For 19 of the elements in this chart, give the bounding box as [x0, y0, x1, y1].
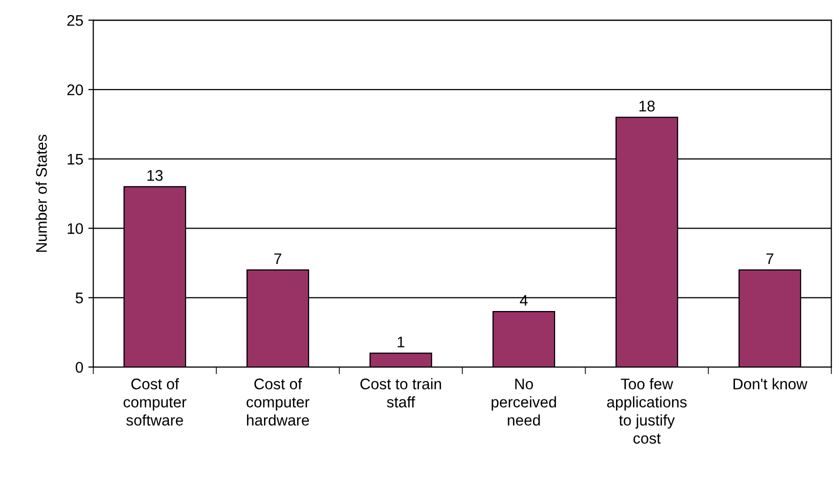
x-tick-label: Cost of computer hardware — [246, 378, 310, 426]
data-label: 7 — [766, 253, 774, 264]
x-tick-label: Don't know — [734, 378, 808, 390]
data-label: 13 — [147, 170, 163, 181]
y-tick-label: 20 — [67, 84, 83, 96]
data-label: 1 — [398, 336, 404, 348]
data-label: 7 — [274, 253, 282, 264]
y-tick-label: 5 — [76, 292, 83, 304]
x-tick-label: Cost of computer software — [124, 378, 186, 426]
x-tick-label: No perceived need — [492, 378, 556, 426]
data-label: 18 — [639, 100, 655, 112]
x-tick-label: Too few applications to justify cost — [607, 378, 687, 444]
x-tick-label: Cost to train staff — [360, 378, 442, 408]
data-label: 4 — [520, 295, 528, 306]
y-tick-label: 25 — [67, 15, 83, 26]
y-tick-label: 10 — [68, 223, 83, 234]
y-tick-label: 15 — [68, 154, 83, 165]
y-axis-title: Number of States — [36, 134, 47, 252]
y-tick-label: 0 — [76, 362, 83, 373]
